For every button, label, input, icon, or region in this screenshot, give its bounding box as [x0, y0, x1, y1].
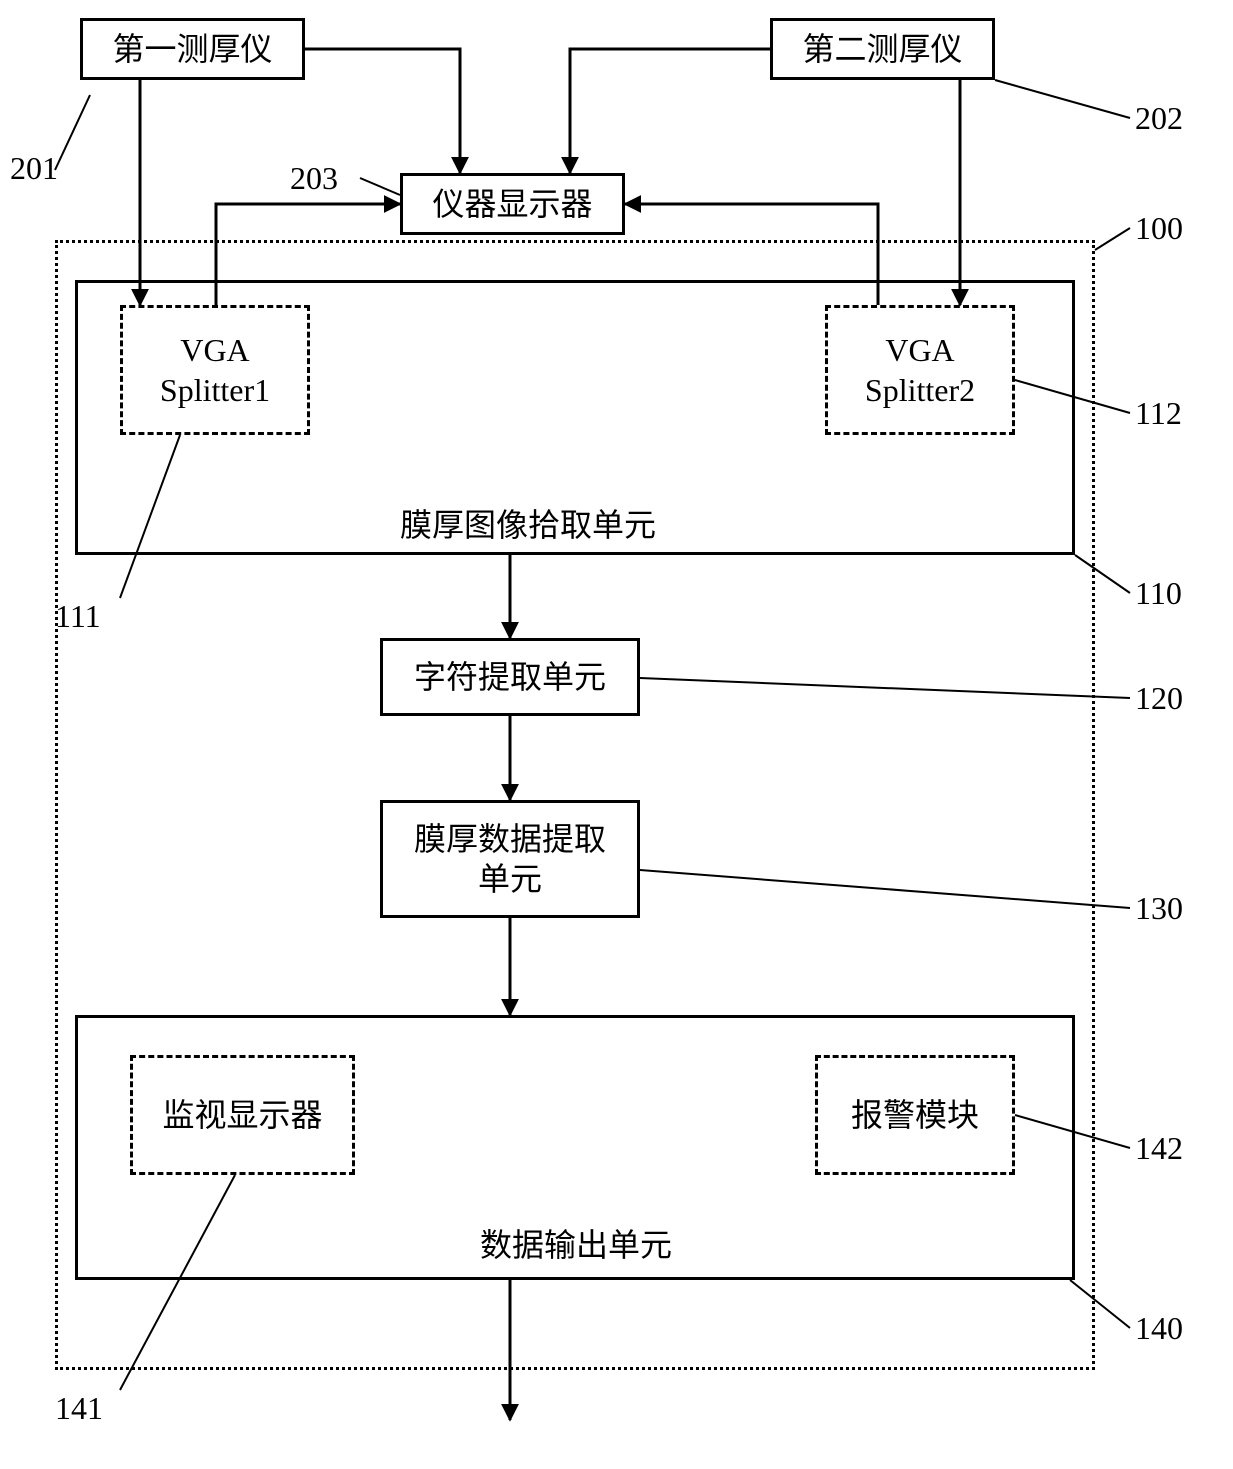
- reflabel-r100: 100: [1135, 210, 1183, 247]
- reflabel-r201: 201: [10, 150, 58, 187]
- node-monitor-text: 监视显示器: [162, 1095, 322, 1135]
- node-gauge2-text: 第二测厚仪: [802, 29, 962, 69]
- reflabel-r202: 202: [1135, 100, 1183, 137]
- node-gauge2: 第二测厚仪: [770, 18, 995, 80]
- reflabel-r130: 130: [1135, 890, 1183, 927]
- node-dataExtract: 膜厚数据提取 单元: [380, 800, 640, 918]
- leader-r201: [55, 95, 90, 170]
- node-pickupLabel: 膜厚图像拾取单元: [400, 500, 656, 546]
- node-pickupLabel-text: 膜厚图像拾取单元: [400, 507, 656, 543]
- node-vga2: VGA Splitter2: [825, 305, 1015, 435]
- leader-r202: [995, 80, 1130, 118]
- node-gauge1-text: 第一测厚仪: [112, 29, 272, 69]
- node-alarm-text: 报警模块: [851, 1095, 979, 1135]
- node-gauge1: 第一测厚仪: [80, 18, 305, 80]
- node-instDisplay: 仪器显示器: [400, 173, 625, 235]
- node-vga2-text: VGA Splitter2: [865, 330, 975, 410]
- reflabel-r120: 120: [1135, 680, 1183, 717]
- node-vga1: VGA Splitter1: [120, 305, 310, 435]
- edge-1: [570, 49, 770, 173]
- reflabel-r203: 203: [290, 160, 338, 197]
- edge-0: [305, 49, 460, 173]
- node-vga1-text: VGA Splitter1: [160, 330, 270, 410]
- node-instDisplay-text: 仪器显示器: [432, 184, 592, 224]
- reflabel-r112: 112: [1135, 395, 1182, 432]
- reflabel-r110: 110: [1135, 575, 1182, 612]
- reflabel-r141: 141: [55, 1390, 103, 1427]
- node-alarm: 报警模块: [815, 1055, 1015, 1175]
- node-outputLabel-text: 数据输出单元: [480, 1227, 672, 1263]
- node-charExtract: 字符提取单元: [380, 638, 640, 716]
- node-outputLabel: 数据输出单元: [480, 1220, 672, 1266]
- node-monitor: 监视显示器: [130, 1055, 355, 1175]
- reflabel-r140: 140: [1135, 1310, 1183, 1347]
- node-charExtract-text: 字符提取单元: [414, 657, 606, 697]
- reflabel-r142: 142: [1135, 1130, 1183, 1167]
- leader-r203: [360, 178, 400, 195]
- node-dataExtract-text: 膜厚数据提取 单元: [414, 819, 606, 899]
- reflabel-r111: 111: [55, 598, 101, 635]
- leader-r100: [1095, 228, 1130, 250]
